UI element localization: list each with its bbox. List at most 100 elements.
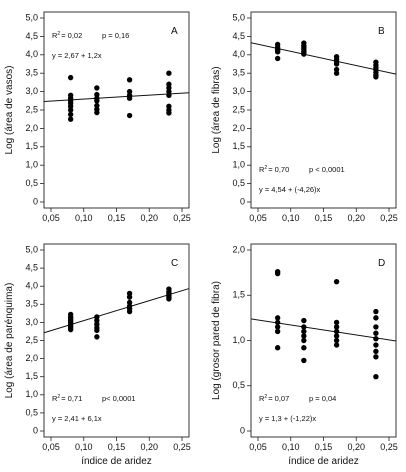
x-tick-label: 0,20 <box>347 442 365 452</box>
x-tick-label: 0,10 <box>282 442 300 452</box>
data-point <box>94 85 100 91</box>
data-point <box>373 374 379 380</box>
x-tick-label: 0,25 <box>380 213 398 223</box>
y-tick-label: 0 <box>240 425 245 435</box>
data-point <box>166 92 172 98</box>
regression-equation: y = 2,67 + 1,2x <box>52 51 102 60</box>
y-tick-label: 5,0 <box>25 12 38 22</box>
data-point <box>274 324 281 330</box>
data-point <box>333 333 340 339</box>
data-point <box>94 327 100 334</box>
p-value-annotation: p = 0,04 <box>309 394 336 403</box>
data-point <box>301 357 307 364</box>
p-value-annotation: p = 0,16 <box>102 31 129 40</box>
panel-c: 0 0,5 1,0 1,5 2,0 2,5 3,0 3,5 4,0 4,5 5,0 0,05 0,10 0… <box>4 243 191 467</box>
x-tick-label: 0,05 <box>42 213 60 223</box>
data-point <box>274 55 281 62</box>
data-point <box>274 328 281 335</box>
data-point <box>373 324 379 330</box>
x-axis-label: índice de aridez <box>288 456 359 467</box>
r2-annotation: R2= 0,02 <box>52 31 82 40</box>
data-point <box>373 348 379 355</box>
y-tick-label: 3,0 <box>232 86 245 96</box>
y-tick-label: 3,0 <box>25 317 38 327</box>
p-value-annotation: p< 0,0001 <box>102 394 136 403</box>
data-point <box>94 109 100 116</box>
data-point <box>301 324 307 330</box>
y-tick-label: 1,5 <box>25 141 38 151</box>
y-tick-label: 4,5 <box>25 262 38 272</box>
plot-frame <box>250 11 397 209</box>
regression-equation: y = 2,41 + 6,1x <box>52 414 102 423</box>
y-tick-label: 0,5 <box>232 178 245 188</box>
data-point <box>373 330 379 336</box>
data-point <box>94 334 100 340</box>
x-tick-label: 0,10 <box>282 213 300 223</box>
y-tick-label: 2,0 <box>232 123 245 133</box>
data-point <box>126 77 133 83</box>
data-point <box>333 70 340 76</box>
y-tick-label: 1,0 <box>232 160 245 170</box>
y-tick-label: 4,0 <box>25 281 38 291</box>
y-tick-label: 0 <box>240 196 245 206</box>
data-point <box>274 345 281 351</box>
y-tick-label: 4,0 <box>25 49 38 59</box>
data-point <box>94 98 100 104</box>
y-tick-label: 0,5 <box>25 178 38 188</box>
x-tick-label: 0,10 <box>75 213 93 223</box>
data-point <box>67 111 74 118</box>
data-point <box>274 270 281 277</box>
y-tick-label: 2,0 <box>232 244 245 254</box>
x-tick-label: 0,25 <box>380 442 398 452</box>
y-tick-label: 1,5 <box>232 290 245 300</box>
data-point <box>333 337 340 344</box>
y-tick-label: 0,5 <box>25 407 38 417</box>
data-point <box>333 319 340 326</box>
p-value-annotation: p < 0,0001 <box>309 165 345 174</box>
y-tick-label: 5,0 <box>232 12 245 22</box>
data-point <box>333 61 340 67</box>
y-tick-label: 1,5 <box>25 371 38 381</box>
data-point <box>166 70 172 76</box>
panel-letter: B <box>378 26 385 37</box>
x-tick-label: 0,15 <box>108 213 126 223</box>
data-point <box>373 308 379 315</box>
y-axis-label: Log (grosor pared de fibra) <box>211 281 222 400</box>
y-axis-label: Log (área de parénquima) <box>4 283 15 399</box>
panel-letter: C <box>171 258 178 269</box>
data-point <box>301 345 307 351</box>
data-point <box>126 95 133 101</box>
y-tick-label: 4,5 <box>232 31 245 41</box>
r2-annotation: R2= 0,70 <box>259 165 289 174</box>
y-tick-label: 2,0 <box>25 353 38 363</box>
y-tick-label: 3,5 <box>25 299 38 309</box>
y-tick-label: 0,5 <box>232 380 245 390</box>
x-tick-label: 0,20 <box>140 442 158 452</box>
y-tick-label: 2,5 <box>25 335 38 345</box>
r2-annotation: R2= 0,07 <box>259 394 289 403</box>
y-tick-label: 0 <box>33 425 38 435</box>
x-tick-label: 0,10 <box>75 442 93 452</box>
x-tick-label: 0,20 <box>347 213 365 223</box>
x-axis-label: índice de aridez <box>81 456 152 467</box>
data-point <box>333 342 340 348</box>
panel-d: 0 0,5 1,0 1,5 2,0 0,05 0,10 0,15 0,20 0,25 Log (gr… <box>211 243 398 467</box>
y-tick-label: 3,5 <box>232 68 245 78</box>
y-tick-label: 1,0 <box>25 160 38 170</box>
y-tick-label: 1,0 <box>25 389 38 399</box>
regression-equation: y = 4,54 + (-4,26)x <box>259 185 321 194</box>
y-tick-label: 4,5 <box>25 31 38 41</box>
data-point <box>67 74 74 81</box>
data-point <box>166 296 172 302</box>
y-axis-label: Log (área de fibras) <box>211 66 222 153</box>
data-point <box>274 49 281 55</box>
y-tick-label: 3,5 <box>25 68 38 78</box>
plot-frame <box>43 243 190 438</box>
data-point <box>301 51 307 57</box>
y-tick-label: 2,5 <box>232 104 245 114</box>
panel-letter: D <box>378 258 385 269</box>
x-tick-label: 0,20 <box>140 213 158 223</box>
x-tick-label: 0,25 <box>173 442 191 452</box>
x-tick-label: 0,15 <box>108 442 126 452</box>
